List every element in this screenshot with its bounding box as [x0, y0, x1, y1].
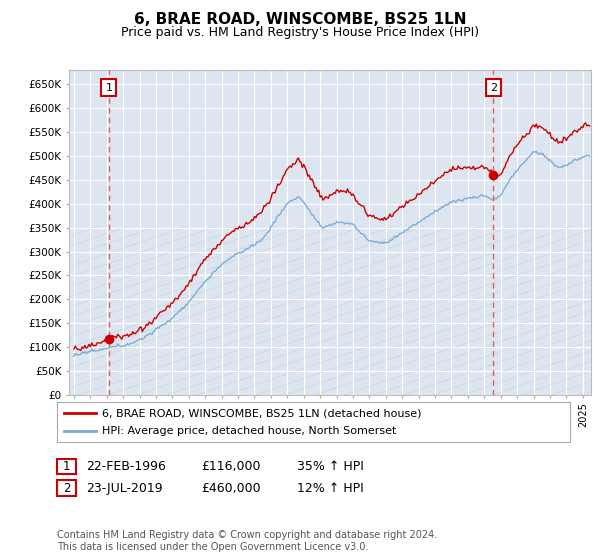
Text: 6, BRAE ROAD, WINSCOMBE, BS25 1LN (detached house): 6, BRAE ROAD, WINSCOMBE, BS25 1LN (detac…: [102, 408, 421, 418]
Text: 1: 1: [63, 460, 70, 473]
Text: 2: 2: [63, 482, 70, 495]
Text: 35% ↑ HPI: 35% ↑ HPI: [297, 460, 364, 473]
Text: HPI: Average price, detached house, North Somerset: HPI: Average price, detached house, Nort…: [102, 426, 397, 436]
Text: 12% ↑ HPI: 12% ↑ HPI: [297, 482, 364, 495]
Text: 22-FEB-1996: 22-FEB-1996: [86, 460, 166, 473]
Text: 6, BRAE ROAD, WINSCOMBE, BS25 1LN: 6, BRAE ROAD, WINSCOMBE, BS25 1LN: [134, 12, 466, 27]
Text: 23-JUL-2019: 23-JUL-2019: [86, 482, 163, 495]
Text: £116,000: £116,000: [201, 460, 260, 473]
Text: £460,000: £460,000: [201, 482, 260, 495]
Text: Price paid vs. HM Land Registry's House Price Index (HPI): Price paid vs. HM Land Registry's House …: [121, 26, 479, 39]
Text: 2: 2: [490, 82, 497, 92]
Text: 1: 1: [106, 82, 112, 92]
Text: Contains HM Land Registry data © Crown copyright and database right 2024.
This d: Contains HM Land Registry data © Crown c…: [57, 530, 437, 552]
